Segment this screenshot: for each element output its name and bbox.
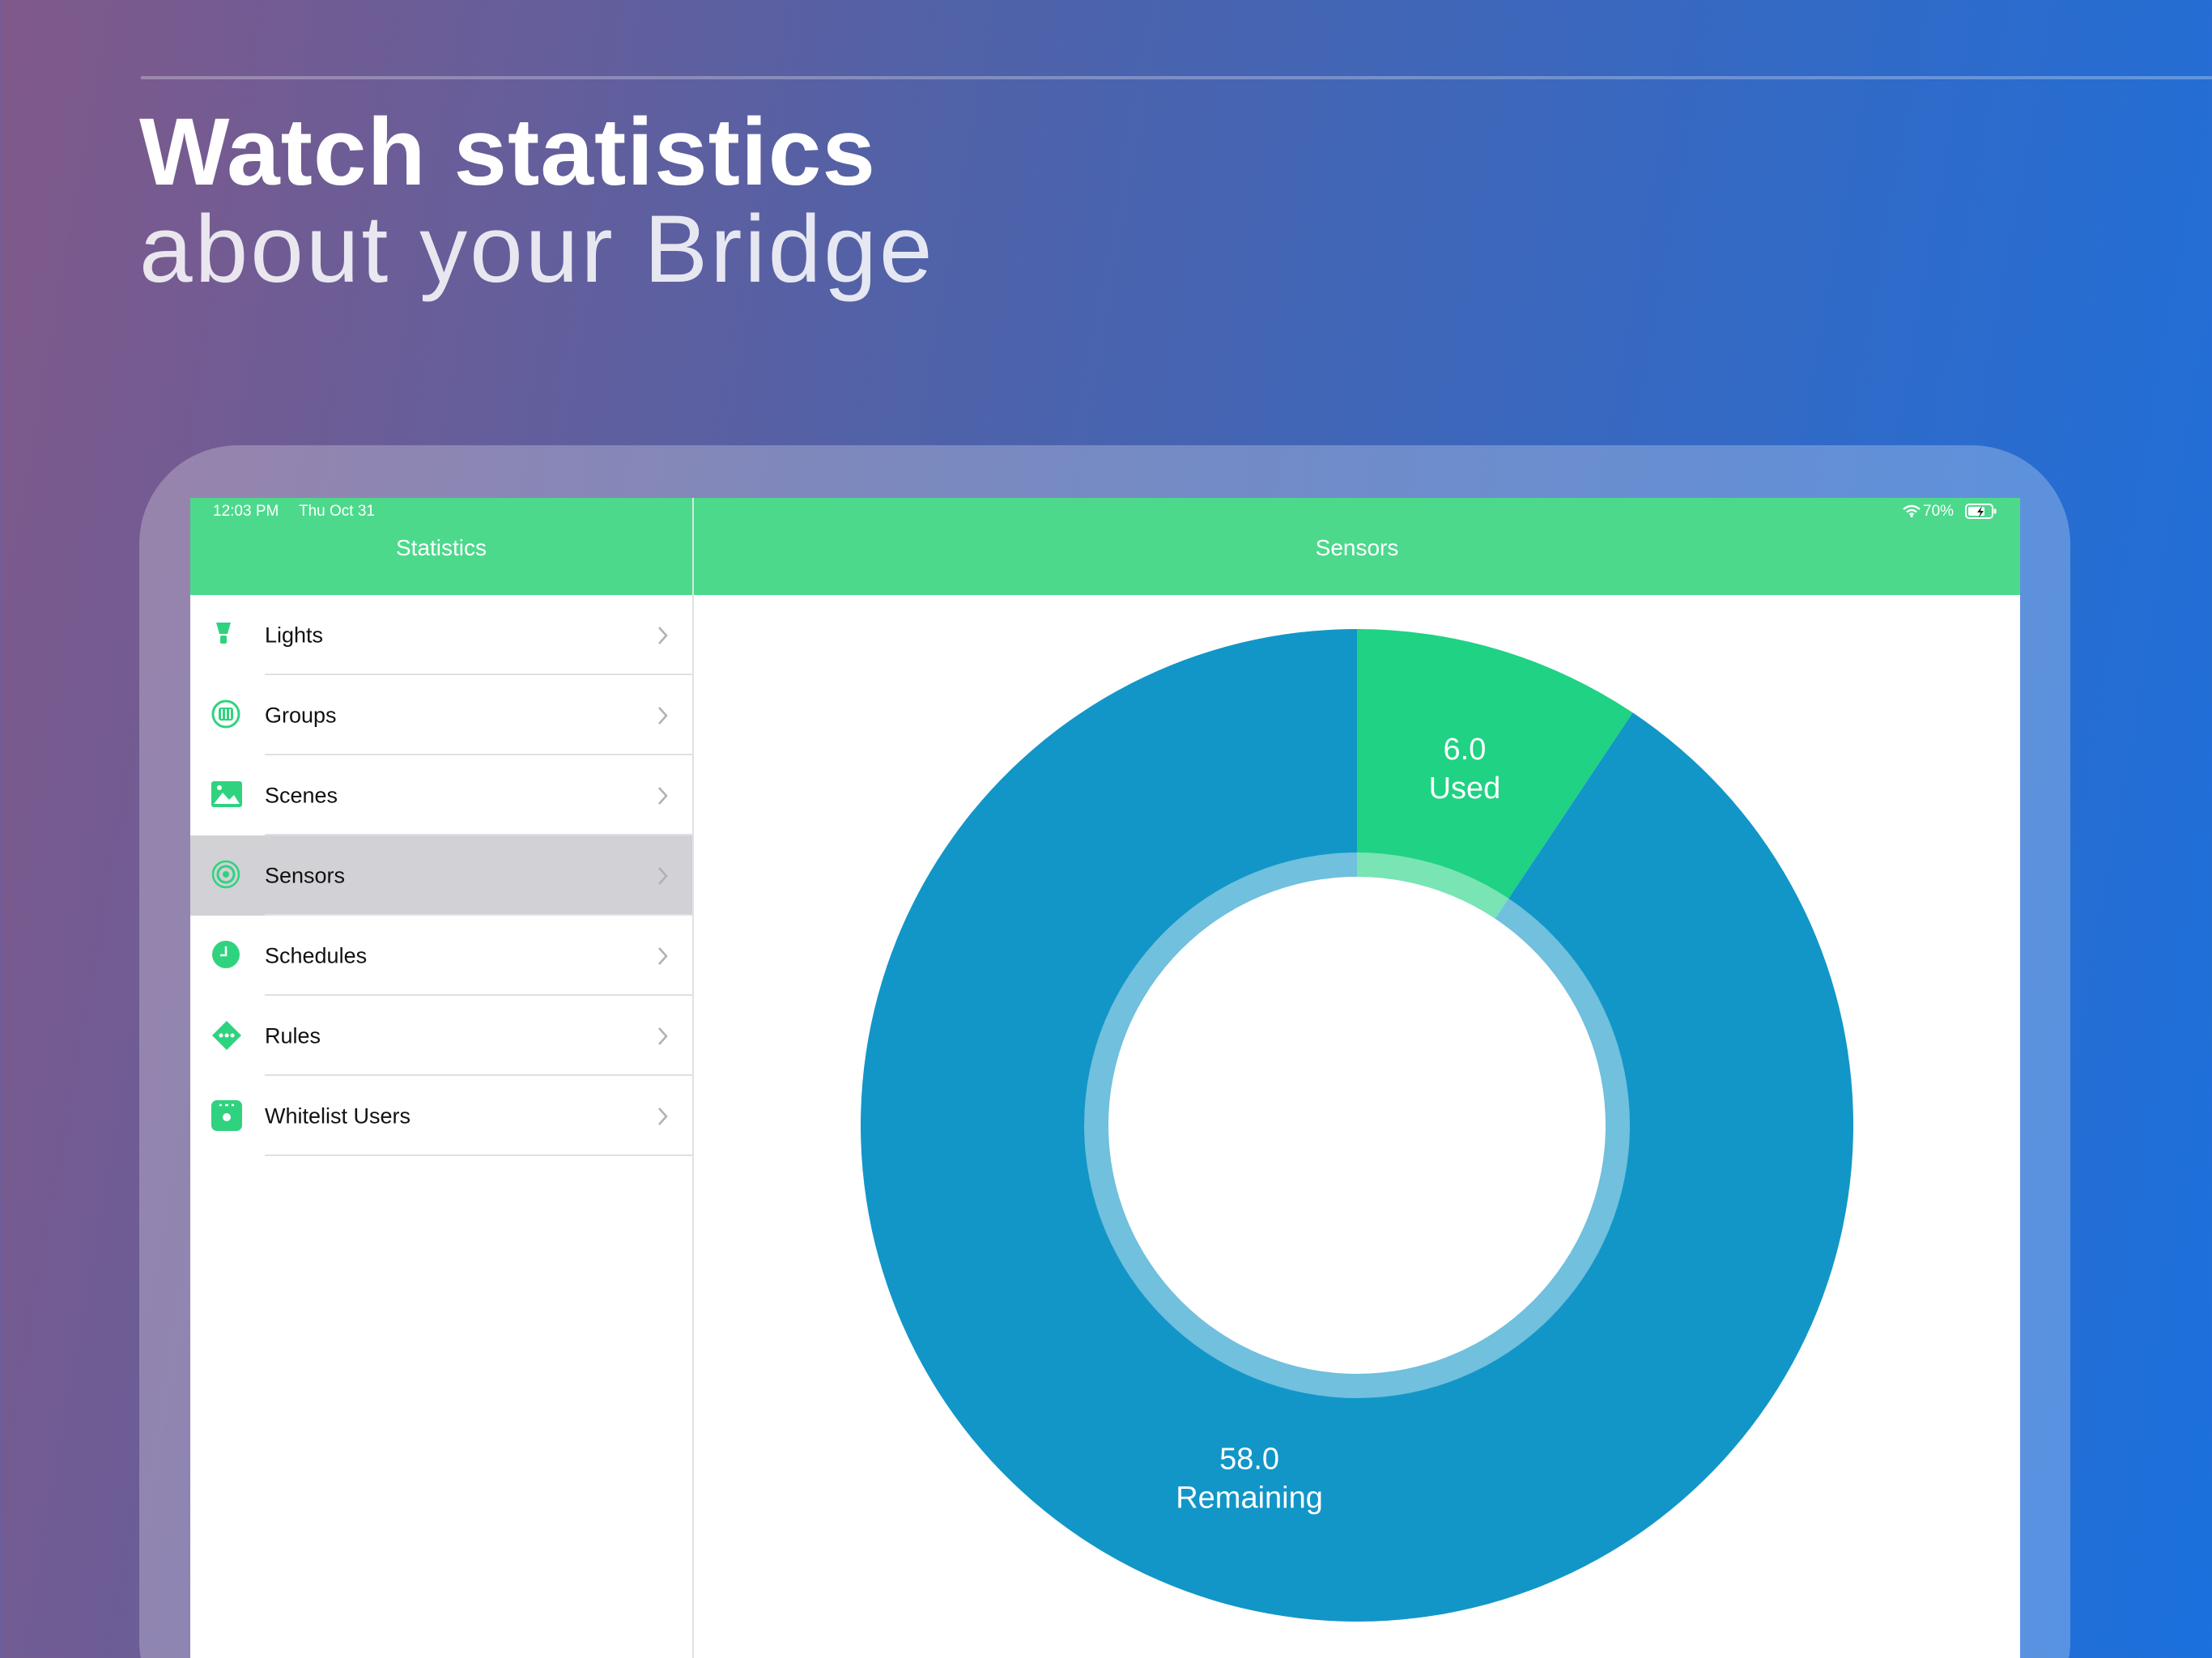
chevron (658, 1027, 668, 1045)
row-separator (265, 834, 692, 835)
sidebar-row[interactable]: Sensors (190, 835, 692, 916)
slice-value: 6.0 (1444, 733, 1487, 767)
donut-chart: 6.0 Used 58.0 Remaining (861, 629, 1853, 1622)
chevron (658, 1107, 668, 1125)
row-icon (211, 860, 240, 889)
sidebar-row[interactable]: Lights (190, 595, 692, 675)
detail-title: Sensors (1315, 535, 1399, 560)
row-separator (265, 1154, 692, 1156)
donut-hole (1108, 877, 1606, 1374)
sidebar-row[interactable]: Whitelist Users (190, 1076, 692, 1156)
slice-value: 58.0 (1219, 1442, 1279, 1476)
nav-bar: 12:03 PM Thu Oct 31 70% Statistics Senso… (190, 498, 2020, 595)
subheadline: about your Bridge (139, 196, 935, 303)
row-separator (265, 1074, 692, 1076)
sidebar-title: Statistics (395, 535, 487, 560)
slice-label: Used (1429, 772, 1501, 806)
sidebar-row[interactable]: Rules (190, 996, 692, 1076)
row-label: Groups (265, 703, 337, 727)
sidebar-row[interactable]: Scenes (190, 755, 692, 835)
status-time: 12:03 PM (213, 503, 279, 520)
row-icon (216, 623, 231, 644)
wifi-icon (1903, 504, 1921, 517)
row-icon (211, 1100, 242, 1131)
row-label: Scenes (265, 783, 338, 807)
battery-icon (1965, 504, 1997, 519)
row-separator (265, 674, 692, 675)
slice-label: Remaining (1176, 1481, 1323, 1515)
row-icon (212, 1021, 241, 1050)
row-label: Lights (265, 623, 324, 647)
row-separator (265, 914, 692, 916)
row-label: Whitelist Users (265, 1103, 411, 1128)
row-icon (211, 699, 240, 729)
chevron (658, 867, 668, 885)
screen: 12:03 PM Thu Oct 31 70% Statistics Senso… (190, 498, 2020, 1658)
chevron (658, 947, 668, 965)
status-date: Thu Oct 31 (299, 503, 375, 520)
row-label: Rules (265, 1023, 321, 1048)
row-label: Sensors (265, 863, 346, 887)
row-icon (211, 781, 242, 807)
divider (141, 76, 2212, 79)
sidebar: Lights Groups Scenes Sensors Schedules Rules W… (190, 595, 694, 1658)
chevron (658, 787, 668, 805)
headline: Watch statistics (139, 99, 876, 206)
row-separator (265, 754, 692, 755)
chevron (658, 627, 668, 644)
row-icon (212, 941, 240, 968)
row-separator (265, 994, 692, 996)
chevron (658, 707, 668, 725)
sidebar-row[interactable]: Schedules (190, 916, 692, 996)
row-label: Schedules (265, 943, 368, 967)
sidebar-row[interactable]: Groups (190, 675, 692, 755)
battery-level: 70% (1923, 503, 1955, 520)
